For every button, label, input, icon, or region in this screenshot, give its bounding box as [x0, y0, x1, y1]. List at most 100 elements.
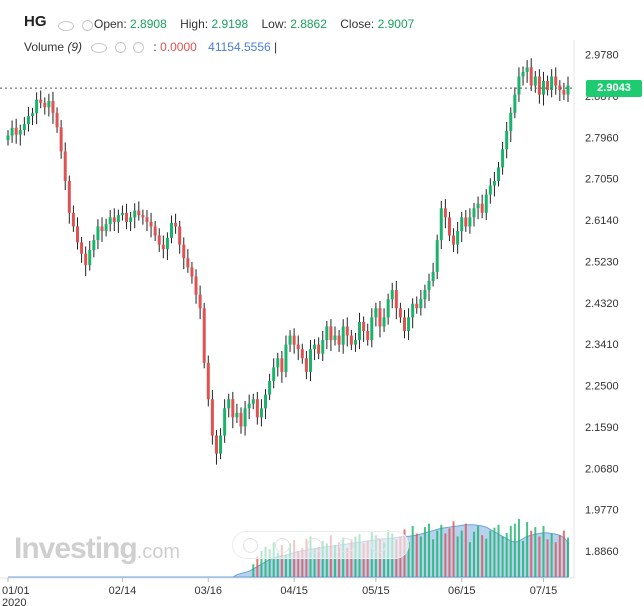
volume-bar [460, 530, 463, 577]
candle-body [468, 217, 472, 227]
candle-body [517, 76, 521, 95]
candle-body [492, 181, 496, 186]
candle-body [223, 408, 227, 436]
volume-bar [534, 527, 537, 577]
candle-body [243, 408, 247, 427]
volume-bar [419, 536, 422, 577]
y-tick-label: 2.5230 [585, 256, 619, 268]
volume-bar [317, 546, 320, 577]
candle-body [402, 317, 406, 331]
candle-body [251, 399, 255, 404]
volume-param: (9) [67, 40, 83, 54]
candle-body [546, 81, 550, 91]
volume-bar [554, 542, 557, 577]
low-label: Low: [261, 17, 287, 31]
scroll-right-icon[interactable] [371, 538, 386, 553]
zoom-out-icon[interactable] [275, 538, 290, 553]
volume-bar [526, 521, 529, 577]
y-tick-label: 2.7050 [585, 174, 619, 186]
candle-body [92, 240, 96, 251]
candle-body [292, 335, 296, 345]
volume-bar [530, 530, 533, 577]
candle-body [321, 340, 325, 354]
volume-bar [334, 545, 337, 577]
y-tick-label: 2.9780 [585, 50, 619, 62]
close-icon[interactable] [133, 42, 145, 54]
volume-bar [301, 548, 304, 577]
candle-body [423, 290, 427, 300]
volume-bar [346, 548, 349, 577]
candle-body [43, 102, 47, 108]
zoom-in-icon[interactable] [307, 538, 322, 553]
reset-icon[interactable] [339, 538, 354, 553]
candle-body [206, 362, 210, 400]
logo-text: Investing [14, 532, 138, 565]
volume-bar [366, 541, 369, 577]
candle-body [178, 226, 182, 245]
candle-body [411, 303, 415, 318]
candle-body [145, 217, 149, 222]
eye-icon[interactable] [58, 20, 74, 31]
volume-bar [448, 528, 451, 577]
x-tick-label: 01/01 [2, 585, 30, 597]
gear-icon[interactable] [114, 42, 126, 54]
volume-bar [338, 542, 341, 577]
candle-body [452, 235, 456, 245]
volume-bar [562, 530, 565, 577]
volume-bar [538, 536, 541, 577]
ohlc-readout: Open: 2.8908 High: 2.9198 Low: 2.8862 Cl… [94, 17, 424, 31]
scroll-left-icon[interactable] [243, 538, 258, 553]
close-value: 2.9007 [377, 17, 415, 31]
high-value: 2.9198 [211, 17, 249, 31]
candle-body [63, 151, 67, 181]
candle-body [22, 124, 26, 131]
candle-body [362, 321, 366, 331]
candle-body [67, 181, 71, 213]
candle-body [333, 335, 337, 341]
candle-body [39, 99, 43, 103]
candle-body [137, 210, 141, 216]
candle-body [525, 67, 529, 72]
x-tick-label: 07/15 [530, 585, 558, 597]
volume-bar [252, 564, 255, 577]
candle-body [31, 113, 35, 116]
candle-body [349, 335, 353, 345]
volume-bar [456, 536, 459, 577]
y-tick-label: 2.3410 [585, 339, 619, 351]
candle-body [501, 149, 505, 168]
volume-bar [558, 535, 561, 577]
volume-bar [428, 523, 431, 577]
candle-body [100, 226, 104, 231]
volume-bar [321, 541, 324, 577]
high-label: High: [180, 17, 209, 31]
y-tick-label: 2.1590 [585, 422, 619, 434]
candle-body [460, 217, 464, 231]
volume-bar [276, 552, 279, 577]
volume-bar [362, 543, 365, 577]
candle-body [149, 221, 153, 227]
candle-body [435, 240, 439, 272]
candle-body [129, 217, 133, 222]
x-tick-label: 06/15 [448, 585, 476, 597]
candle-body [382, 317, 386, 327]
eye-icon[interactable] [91, 42, 108, 53]
volume-bar [481, 535, 484, 577]
candle-body [304, 358, 308, 372]
gear-icon[interactable] [82, 20, 94, 32]
candle-body [398, 308, 402, 318]
candle-body [447, 217, 451, 236]
chart-navigation-bar[interactable] [232, 531, 409, 559]
candle-body [96, 226, 100, 241]
symbol-label: HG [24, 13, 47, 30]
volume-bar [383, 542, 386, 577]
candle-body [513, 94, 517, 113]
candle-body [566, 85, 570, 95]
candle-body [174, 222, 178, 227]
volume-bar [501, 536, 504, 577]
volume-bar [452, 521, 455, 577]
candle-body [10, 127, 14, 136]
last-price-label: 2.9043 [586, 79, 642, 97]
candle-body [415, 303, 419, 309]
